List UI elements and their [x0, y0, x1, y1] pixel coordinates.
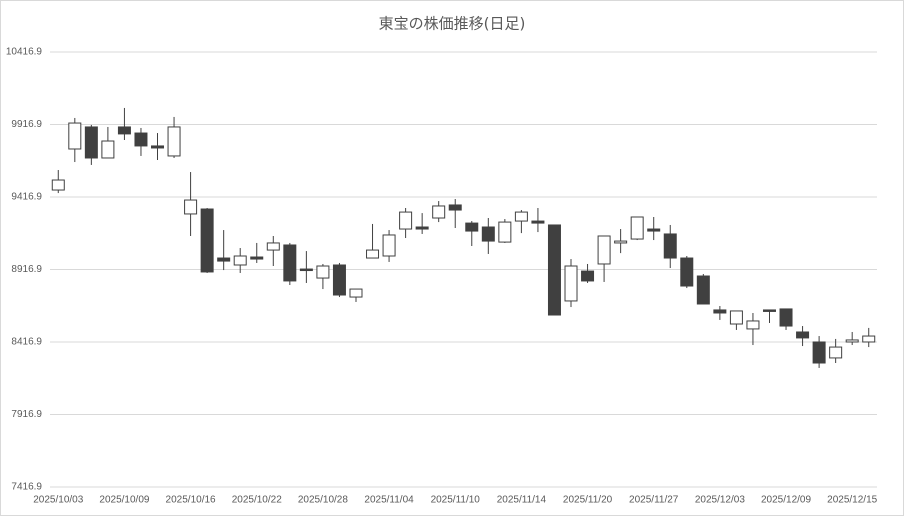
x-tick-label: 2025/11/10	[431, 495, 481, 506]
candle-body	[531, 220, 545, 224]
candle-body	[696, 275, 710, 305]
x-tick-label: 2025/10/22	[232, 495, 282, 506]
candle-body	[680, 257, 694, 287]
y-tick-label: 9416.9	[11, 192, 42, 203]
candle-body	[316, 265, 330, 279]
y-tick-label: 7916.9	[11, 409, 42, 420]
candle-body	[200, 208, 214, 273]
candle-body	[514, 211, 528, 222]
x-tick-label: 2025/10/03	[33, 495, 83, 506]
candle-body	[547, 224, 561, 316]
y-tick-label: 10416.9	[6, 47, 43, 58]
candle-body	[779, 308, 793, 327]
x-tick-label: 2025/10/28	[298, 495, 348, 506]
x-tick-label: 2025/11/14	[497, 495, 547, 506]
x-tick-label: 2025/12/15	[827, 495, 877, 506]
candle-body	[415, 226, 429, 230]
y-tick-label: 8416.9	[11, 337, 42, 348]
candle-body	[233, 255, 247, 266]
y-tick-label: 9916.9	[11, 119, 42, 130]
candle-body	[332, 264, 346, 296]
candle-body	[217, 257, 231, 262]
x-tick-label: 2025/10/16	[166, 495, 216, 506]
candle-body	[51, 179, 65, 191]
x-tick-label: 2025/12/03	[695, 495, 745, 506]
candle-body	[465, 222, 479, 232]
candle-body	[614, 240, 628, 244]
candle-body	[250, 256, 264, 260]
candle-body	[134, 132, 148, 147]
candle-body	[647, 228, 661, 232]
candle-body	[630, 216, 644, 240]
candle-body	[283, 244, 297, 282]
candle-body	[862, 335, 876, 343]
candle-body	[366, 249, 380, 259]
candle-body	[597, 235, 611, 265]
candle-body	[167, 126, 181, 157]
candle-body	[498, 221, 512, 243]
candle-body	[564, 265, 578, 302]
candle-body	[481, 226, 495, 242]
candle-body	[266, 242, 280, 251]
candle-body	[746, 320, 760, 330]
candle-body	[349, 288, 363, 298]
x-tick-label: 2025/11/27	[629, 495, 679, 506]
candle-body	[382, 234, 396, 257]
candle-body	[84, 126, 98, 159]
candle-body	[713, 309, 727, 314]
y-tick-label: 7416.9	[11, 482, 42, 493]
candle-body	[299, 268, 313, 272]
candle-body	[399, 211, 413, 230]
candle-body	[762, 309, 776, 312]
x-tick-label: 2025/12/09	[761, 495, 811, 506]
candle-body	[581, 270, 595, 282]
candle-body	[829, 346, 843, 359]
candle-body	[812, 341, 826, 364]
candle-body	[432, 205, 446, 219]
candle-body	[796, 331, 810, 339]
x-tick-label: 2025/10/09	[99, 495, 149, 506]
candle-body	[101, 140, 115, 159]
candle-body	[68, 122, 82, 150]
candle-body	[117, 126, 131, 135]
candle-body	[448, 204, 462, 211]
candle-body	[729, 310, 743, 325]
candle-body	[184, 199, 198, 215]
y-tick-label: 8916.9	[11, 264, 42, 275]
candle-body	[151, 145, 165, 149]
x-tick-label: 2025/11/04	[364, 495, 414, 506]
chart-title: 東宝の株価推移(日足)	[379, 15, 526, 33]
candle-body	[845, 339, 859, 343]
x-tick-label: 2025/11/20	[563, 495, 613, 506]
candle-body	[663, 233, 677, 259]
